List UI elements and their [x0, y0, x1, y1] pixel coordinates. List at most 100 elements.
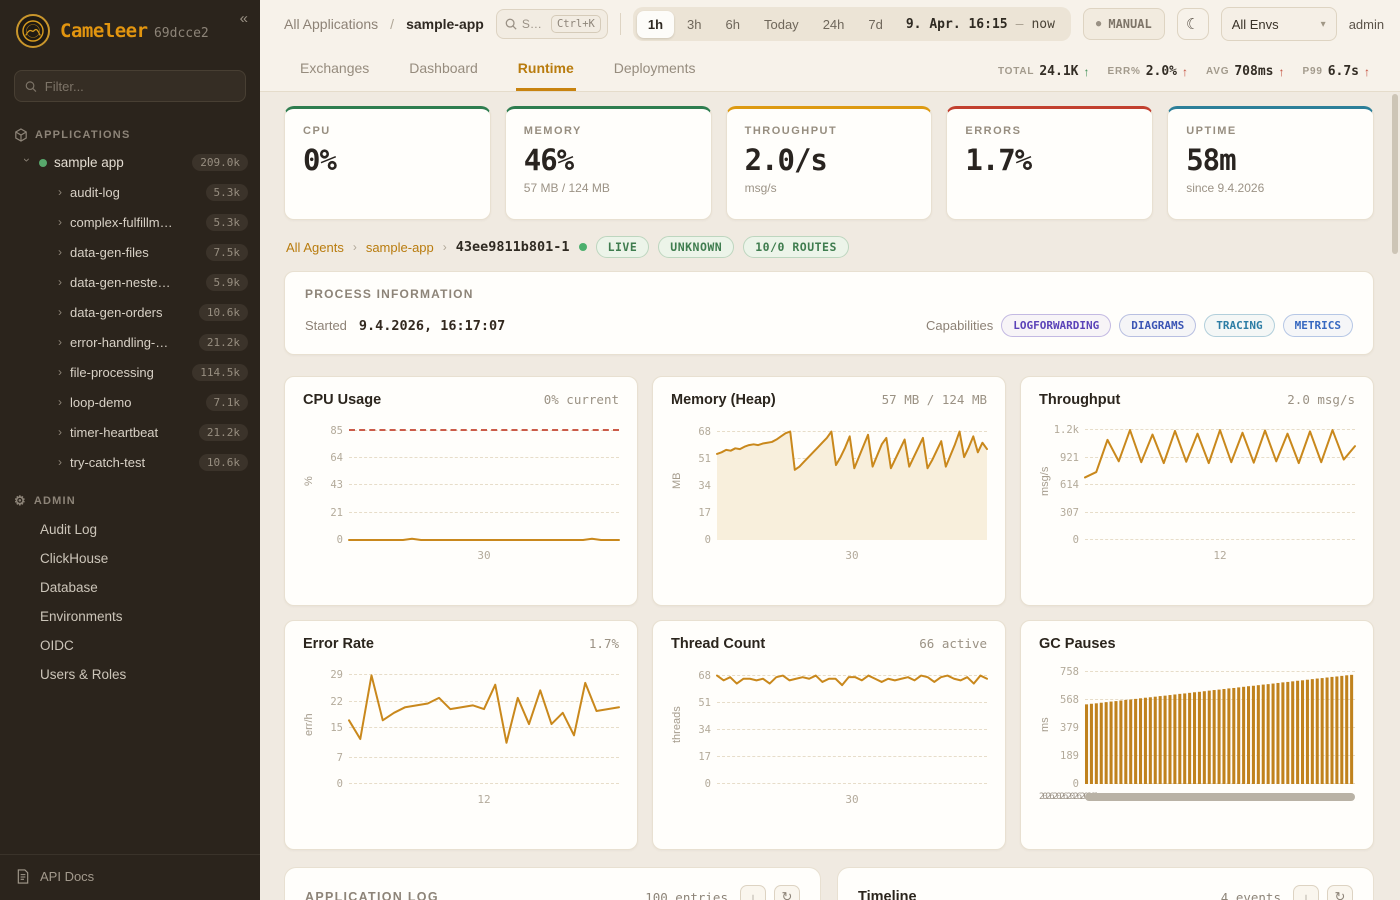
user-name[interactable]: admin [1348, 16, 1385, 32]
sidebar-item-data-gen-nested[interactable]: › data-gen-neste… 5.9k [0, 267, 260, 297]
chart-plot: ms018937956875820262026202620262026 [1039, 666, 1355, 824]
chart-current-value: 2.0 msg/s [1287, 392, 1355, 407]
tab-exchanges[interactable]: Exchanges [300, 60, 370, 76]
tab-dashboard[interactable]: Dashboard [409, 60, 478, 76]
chevron-right-icon: › [58, 305, 62, 319]
sidebar-item-error-handling[interactable]: › error-handling-… 21.2k [0, 327, 260, 357]
sidebar-collapse-icon[interactable]: « [239, 10, 248, 27]
count-badge: 21.2k [198, 423, 248, 441]
route-name: audit-log [70, 184, 120, 200]
download-button[interactable]: ↓ [1293, 885, 1319, 900]
download-button[interactable]: ↓ [740, 885, 766, 900]
range-24h-button[interactable]: 24h [812, 11, 856, 38]
sidebar-item-audit-log-admin[interactable]: Audit Log [40, 522, 98, 537]
state-badge: UNKNOWN [658, 236, 735, 258]
sidebar-item-environments[interactable]: Environments [40, 609, 123, 624]
filter-input[interactable] [44, 78, 235, 94]
chevron-right-icon: › [58, 365, 62, 379]
global-search[interactable]: S… Ctrl+K [495, 9, 608, 39]
content-scroll-area[interactable]: CPU 0% MEMORY 46% 57 MB / 124 MB THROUGH… [260, 92, 1400, 900]
range-1h-button[interactable]: 1h [636, 10, 675, 38]
tab-runtime[interactable]: Runtime [515, 50, 576, 91]
agent-id: 43ee9811b801-1 [455, 239, 570, 255]
capability-tracing: TRACING [1204, 314, 1275, 337]
logo-text: Cameleer [60, 20, 148, 42]
sidebar-item-clickhouse[interactable]: ClickHouse [40, 551, 109, 566]
environment-select[interactable]: All Envs ▾ [1220, 7, 1337, 41]
chevron-down-icon: ▾ [1320, 18, 1326, 30]
sidebar-item-file-processing[interactable]: › file-processing 114.5k [0, 357, 260, 387]
tabs-bar: Exchanges Dashboard Runtime Deployments … [260, 48, 1400, 92]
sidebar-item-loop-demo[interactable]: › loop-demo 7.1k [0, 387, 260, 417]
download-icon: ↓ [1302, 889, 1310, 900]
chart-plot: err/h 0 7 15 22 29 12 [303, 666, 619, 824]
agent-breadcrumb: All Agents › sample-app › 43ee9811b801-1… [286, 236, 1372, 258]
sidebar-item-users-roles[interactable]: Users & Roles [40, 667, 127, 682]
refresh-button[interactable]: ↻ [774, 885, 800, 900]
chart-plot: % 0 21 43 64 85 30 [303, 422, 619, 580]
sidebar-item-complex-fulfillment[interactable]: › complex-fulfillm… 5.3k [0, 207, 260, 237]
scrollbar-thumb[interactable] [1392, 94, 1398, 254]
metric-value: 46% [523, 143, 574, 177]
timeline-panel: Timeline 4 events ↓ ↻ [837, 867, 1374, 900]
route-name: try-catch-test [70, 454, 146, 470]
chevron-right-icon: › [58, 425, 62, 439]
count-badge: 5.3k [205, 183, 248, 201]
all-agents-link[interactable]: All Agents [286, 239, 344, 255]
api-docs-link[interactable]: API Docs [0, 854, 260, 900]
routes-badge: 10/0 ROUTES [743, 236, 849, 258]
sidebar-item-audit-log[interactable]: › audit-log 5.3k [0, 177, 260, 207]
stat-err-pct: ERR% 2.0% ↑ [1107, 64, 1189, 79]
applications-section-header: APPLICATIONS [0, 108, 260, 148]
chevron-right-icon: › [442, 240, 447, 254]
live-badge: LIVE [595, 236, 650, 258]
timeline-title: Timeline [858, 889, 917, 900]
process-information-title: PROCESS INFORMATION [305, 287, 474, 301]
app-name: sample app [54, 155, 124, 170]
manual-label: MANUAL [1108, 17, 1152, 31]
chevron-right-icon: › [352, 240, 357, 254]
tab-deployments[interactable]: Deployments [613, 60, 696, 76]
range-6h-button[interactable]: 6h [715, 11, 751, 38]
sidebar-item-sample-app[interactable]: › sample app 209.0k [0, 148, 260, 177]
metric-label: THROUGHPUT [744, 125, 838, 137]
range-7d-button[interactable]: 7d [857, 11, 893, 38]
sidebar-filter[interactable] [14, 70, 246, 102]
breadcrumb-all-applications[interactable]: All Applications [284, 16, 379, 32]
main-area: All Applications / sample-app S… Ctrl+K … [260, 0, 1400, 900]
gear-icon: ⚙ [14, 493, 27, 508]
capabilities-label: Capabilities [926, 318, 994, 333]
sidebar-item-oidc[interactable]: OIDC [40, 638, 74, 653]
sidebar-item-timer-heartbeat[interactable]: › timer-heartbeat 21.2k [0, 417, 260, 447]
refresh-mode-button[interactable]: ● MANUAL [1082, 8, 1165, 40]
chart-title: Throughput [1039, 392, 1121, 408]
refresh-button[interactable]: ↻ [1327, 885, 1353, 900]
cube-icon [15, 128, 27, 142]
sidebar-item-database[interactable]: Database [40, 580, 98, 595]
agent-app-link[interactable]: sample-app [365, 239, 434, 255]
chart-current-value: 0% current [543, 392, 619, 407]
capability-metrics: METRICS [1282, 314, 1353, 337]
route-name: timer-heartbeat [70, 424, 159, 440]
time-separator: — [1015, 16, 1024, 32]
capabilities: Capabilities LOGFORWARDING DIAGRAMS TRAC… [926, 314, 1353, 337]
theme-toggle-button[interactable]: ☾ [1176, 8, 1209, 40]
sidebar-item-data-gen-orders[interactable]: › data-gen-orders 10.6k [0, 297, 260, 327]
refresh-icon: ↻ [781, 889, 793, 900]
process-information-panel: PROCESS INFORMATION Started 9.4.2026, 16… [284, 271, 1374, 355]
chevron-right-icon: › [58, 245, 62, 259]
metric-value: 1.7% [965, 143, 1032, 177]
bottom-panels: APPLICATION LOG 100 entries ↓ ↻ Timeline… [284, 867, 1374, 900]
sidebar: Cameleer 69dcce2 « APPLICATIONS › sample… [0, 0, 260, 900]
count-badge: 114.5k [192, 363, 248, 381]
sidebar-item-try-catch-test[interactable]: › try-catch-test 10.6k [0, 447, 260, 477]
range-today-button[interactable]: Today [753, 11, 810, 38]
metric-sub: since 9.4.2026 [1186, 181, 1265, 195]
trend-up-icon: ↑ [1083, 64, 1090, 79]
sidebar-item-data-gen-files[interactable]: › data-gen-files 7.5k [0, 237, 260, 267]
route-name: data-gen-files [70, 244, 149, 260]
chevron-down-icon[interactable]: › [20, 157, 34, 162]
time-range-display[interactable]: 9. Apr. 16:15 — now [896, 17, 1067, 32]
range-3h-button[interactable]: 3h [676, 11, 712, 38]
search-placeholder: S… [521, 17, 542, 31]
